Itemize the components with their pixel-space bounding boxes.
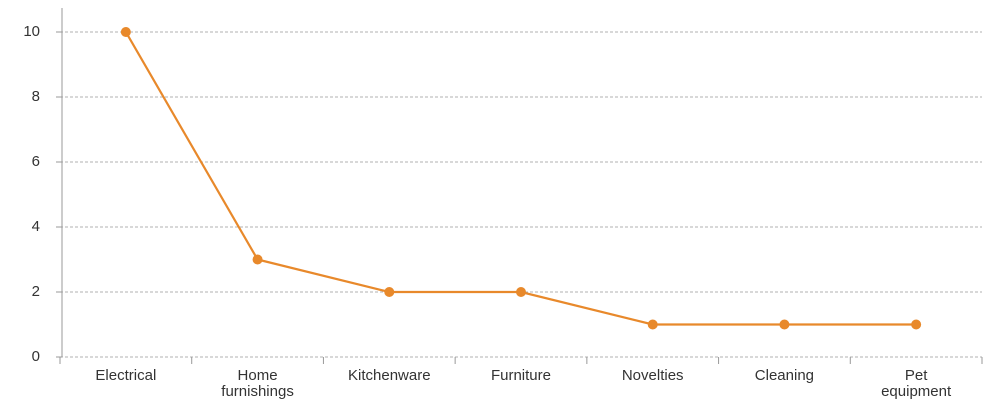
x-tick-label: Furniture bbox=[490, 367, 551, 384]
x-tick-label: Electrical bbox=[95, 367, 157, 384]
point bbox=[779, 319, 790, 330]
x-tick-label: Home furnishings bbox=[221, 367, 294, 400]
y-tick-label: 6 bbox=[32, 153, 40, 170]
y-tick-label: 10 bbox=[23, 23, 40, 40]
x-tick-label: Kitchenware bbox=[348, 367, 431, 384]
y-tick-label: 8 bbox=[32, 88, 40, 105]
x-tick-label: Pet equipment bbox=[881, 367, 952, 400]
point bbox=[120, 27, 131, 37]
point bbox=[516, 287, 526, 297]
point bbox=[252, 254, 263, 265]
point bbox=[911, 319, 922, 330]
y-tick-label: 2 bbox=[32, 283, 40, 300]
y-tick-label: 0 bbox=[32, 348, 40, 365]
point bbox=[384, 287, 395, 297]
x-tick-label: Novelties bbox=[621, 367, 684, 384]
x-tick-label: Cleaning bbox=[754, 367, 815, 384]
line bbox=[124, 31, 917, 326]
point bbox=[647, 319, 658, 330]
y-tick-label: 4 bbox=[32, 218, 40, 235]
